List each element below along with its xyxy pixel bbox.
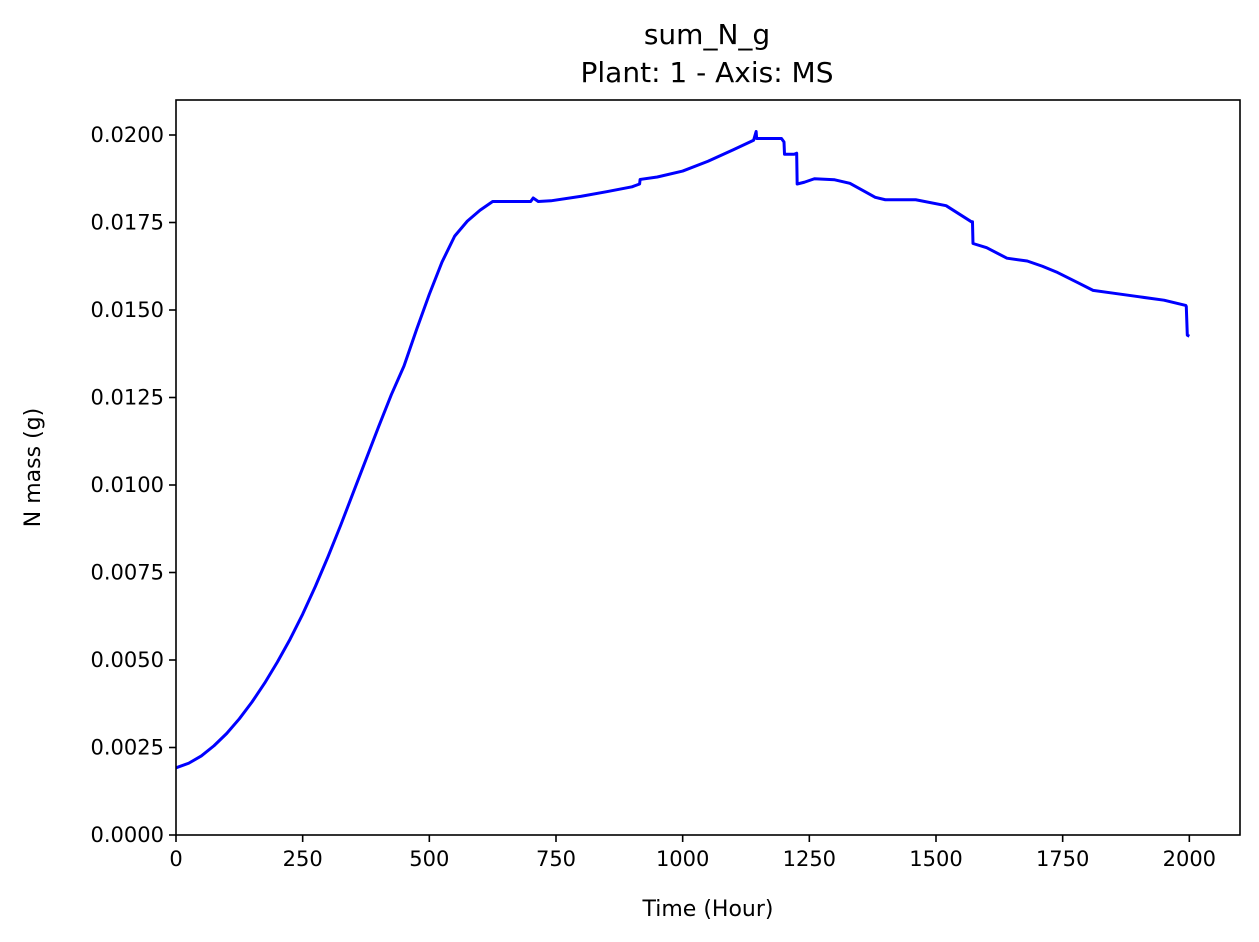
y-tick-label: 0.0025 [91,736,164,760]
y-axis-ticks: 0.0000 0.0025 0.0050 0.0075 0.0100 0.0125 0.01… [91,123,176,847]
series-line [175,130,1191,770]
chart-subtitle: Plant: 1 - Axis: MS [581,56,834,89]
y-tick-label: 0.0000 [91,823,164,847]
y-tick-label: 0.0200 [91,123,164,147]
x-tick-label: 1750 [1036,847,1089,871]
plot-series [175,130,1191,770]
y-tick-label: 0.0150 [91,298,164,322]
y-axis-label: N mass (g) [21,408,46,527]
plot-frame [175,99,1241,836]
x-tick-label: 1000 [656,847,709,871]
y-tick-label: 0.0075 [91,561,164,585]
x-tick-label: 750 [536,847,576,871]
y-tick-label: 0.0125 [91,386,164,410]
x-axis-label: Time (Hour) [642,897,774,922]
y-tick-label: 0.0100 [91,473,164,497]
x-tick-label: 2000 [1163,847,1216,871]
y-tick-label: 0.0175 [91,211,164,235]
x-axis-ticks: 0 250 500 750 1000 1250 1500 1750 2000 [169,835,1216,871]
chart-title: sum_N_g [644,18,770,51]
y-tick-label: 0.0050 [91,648,164,672]
x-tick-label: 0 [169,847,182,871]
x-tick-label: 500 [409,847,449,871]
x-tick-label: 250 [283,847,323,871]
x-tick-label: 1250 [783,847,836,871]
x-tick-label: 1500 [909,847,962,871]
